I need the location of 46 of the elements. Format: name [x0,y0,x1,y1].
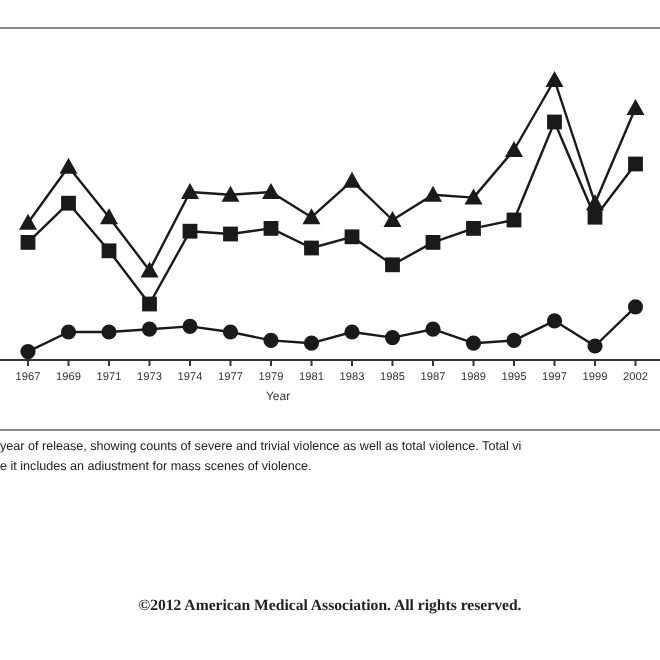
point [303,335,320,351]
point [344,229,360,245]
point [141,321,158,337]
point [59,157,78,174]
point [263,221,279,236]
point [465,335,482,351]
point [425,235,441,250]
point [424,185,442,202]
point [343,171,361,188]
point [101,243,117,259]
point [383,211,402,227]
point [60,324,77,340]
point [587,338,603,354]
point [627,299,644,315]
point [140,261,159,278]
point [302,208,321,225]
point [262,183,280,199]
point [19,213,37,230]
point [545,71,564,87]
point [546,313,563,329]
point [425,321,441,337]
point [181,183,199,199]
point [466,221,481,236]
point [20,344,36,360]
point [385,257,400,273]
point [304,240,319,256]
point [182,318,198,334]
point [221,185,240,202]
point [223,226,238,242]
point [101,324,117,340]
point [142,296,157,312]
point [547,114,562,130]
point [626,99,645,115]
point [20,235,36,250]
point [384,330,401,346]
point [222,324,239,340]
point [506,332,522,348]
point [263,332,279,348]
point [628,156,643,172]
point [344,324,360,340]
point [61,195,76,211]
point [587,209,603,225]
point [505,141,523,157]
point [464,188,483,205]
point [182,223,198,239]
point [100,208,118,225]
